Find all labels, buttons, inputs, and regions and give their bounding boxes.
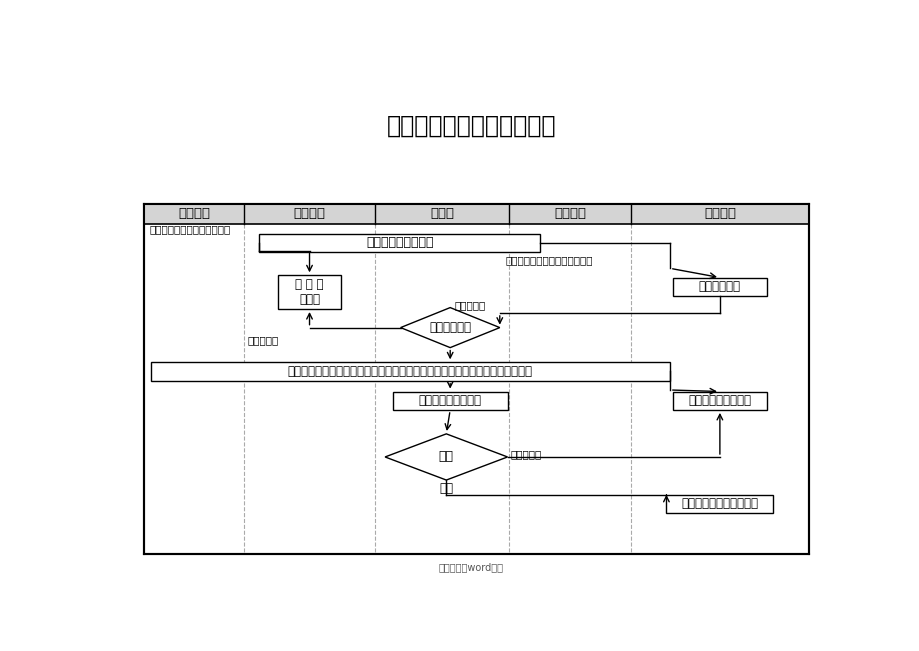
Text: （不通过）: （不通过） (247, 335, 278, 345)
Text: 完成整改，继续正常施工: 完成整改，继续正常施工 (681, 497, 757, 510)
Bar (665, 495, 773, 513)
Bar (392, 391, 507, 410)
Text: （不通过）: （不通过） (454, 300, 485, 311)
Text: 对整改过程进行监督: 对整改过程进行监督 (418, 395, 482, 408)
Bar (672, 277, 766, 296)
Text: 招标代理: 招标代理 (178, 207, 210, 220)
Text: 最新可编辑word文档: 最新可编辑word文档 (438, 562, 504, 572)
Polygon shape (400, 307, 499, 348)
Text: 监理单位: 监理单位 (554, 207, 585, 220)
Bar (259, 234, 539, 252)
Text: （不通过）: （不通过） (510, 449, 541, 459)
Text: 施工单位: 施工单位 (703, 207, 735, 220)
Text: 通过: 通过 (439, 482, 453, 495)
Text: （不影响结构安全和使用功能）: （不影响结构安全和使用功能） (505, 256, 593, 266)
Text: 复验: 复验 (438, 450, 453, 464)
Bar (144, 204, 808, 554)
Text: （影响结构安全和使用功能）: （影响结构安全和使用功能） (149, 224, 230, 234)
Text: 工程部: 工程部 (430, 207, 454, 220)
Text: 按照合同及相应法规认定质量问题责任方，确定整改费用承担方，落实整改资金: 按照合同及相应法规认定质量问题责任方，确定整改费用承担方，落实整改资金 (288, 365, 532, 378)
Bar (278, 275, 341, 309)
Text: 工程质量问题处理工作流程: 工程质量问题处理工作流程 (386, 114, 556, 138)
Text: 审核整改措施: 审核整改措施 (429, 321, 471, 334)
Text: 提 出 补
救措施: 提 出 补 救措施 (295, 278, 323, 306)
Bar (144, 204, 808, 224)
Bar (672, 391, 766, 410)
Bar (151, 362, 669, 381)
Text: 工程质量问题的提出: 工程质量问题的提出 (366, 236, 433, 249)
Text: 提出整改措施: 提出整改措施 (698, 281, 740, 294)
Polygon shape (385, 434, 507, 480)
Text: 按整改措施进行整改: 按整改措施进行整改 (687, 395, 751, 408)
Text: 设计单位: 设计单位 (293, 207, 325, 220)
